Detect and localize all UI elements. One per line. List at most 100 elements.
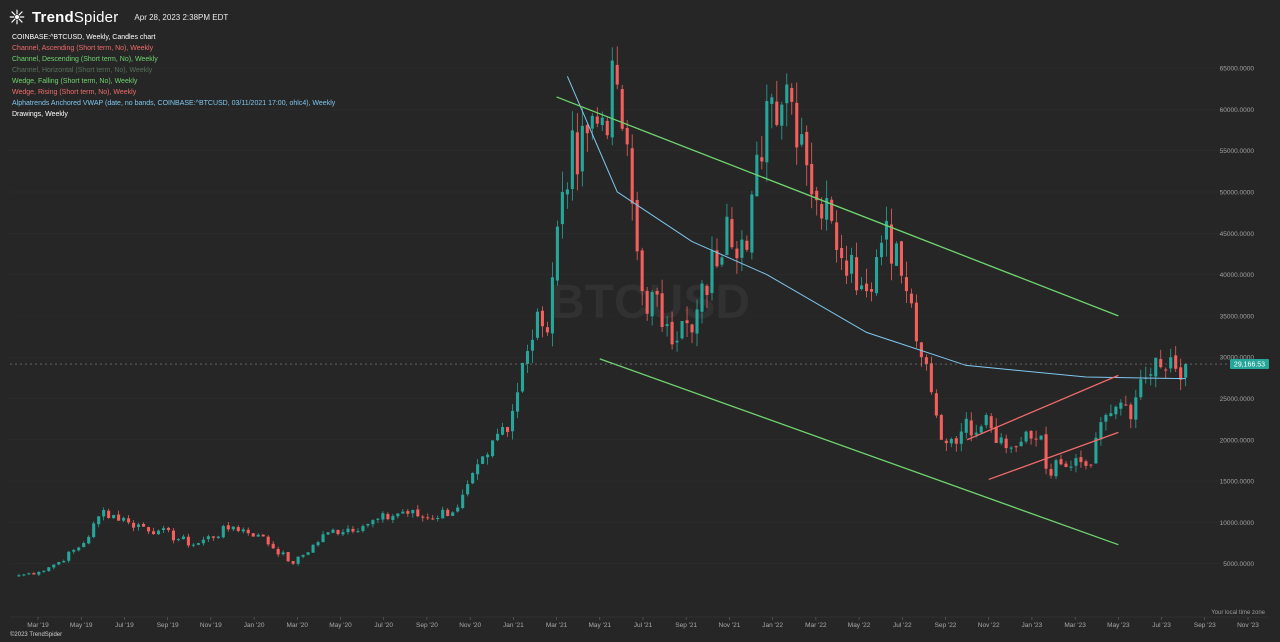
y-tick-label: 55000.0000 bbox=[1220, 148, 1255, 155]
candle-body bbox=[705, 285, 709, 296]
x-tick-label: Mar '23 bbox=[1064, 622, 1086, 629]
candle-body bbox=[1184, 364, 1188, 378]
candle-body bbox=[695, 309, 699, 334]
candle-body bbox=[321, 534, 325, 543]
candle-body bbox=[555, 226, 559, 281]
x-tick-label: Mar '22 bbox=[805, 622, 827, 629]
candle-body bbox=[461, 494, 465, 509]
candle-body bbox=[894, 243, 899, 266]
candle-body bbox=[216, 536, 220, 538]
candle-body bbox=[376, 518, 380, 520]
x-tick-label: Jul '23 bbox=[1152, 622, 1171, 629]
candle-body bbox=[615, 64, 619, 85]
candle-body bbox=[979, 426, 983, 433]
candle-body bbox=[196, 543, 200, 545]
candle-body bbox=[944, 440, 948, 444]
candle-body bbox=[929, 363, 933, 393]
candle-body bbox=[17, 575, 21, 577]
candle-body bbox=[161, 528, 166, 531]
candle-body bbox=[1024, 431, 1028, 442]
candle-body bbox=[600, 117, 604, 126]
x-tick-label: Jan '22 bbox=[762, 622, 783, 629]
brand-name: TrendSpider bbox=[32, 9, 118, 26]
candle-body bbox=[346, 528, 350, 533]
candle-body bbox=[1129, 404, 1133, 420]
x-tick-label: Mar '20 bbox=[287, 622, 309, 629]
candle-body bbox=[1039, 435, 1043, 440]
candle-body bbox=[256, 534, 260, 537]
legend-item[interactable]: COINBASE:^BTCUSD, Weekly, Candles chart bbox=[12, 34, 156, 41]
y-tick-label: 45000.0000 bbox=[1220, 231, 1255, 238]
candle-body bbox=[780, 104, 784, 126]
rising-wedge-lower-line[interactable] bbox=[988, 431, 1119, 481]
candle-body bbox=[191, 544, 195, 546]
candle-body bbox=[605, 120, 609, 136]
x-tick-label: Sep '20 bbox=[416, 622, 438, 629]
candle-body bbox=[640, 250, 644, 292]
candle-body bbox=[1124, 404, 1128, 406]
candle-body bbox=[969, 420, 973, 436]
candle-body bbox=[1154, 357, 1158, 377]
candle-body bbox=[805, 131, 809, 166]
candle-body bbox=[481, 456, 485, 464]
candle-body bbox=[590, 115, 594, 129]
candle-body bbox=[685, 320, 689, 324]
y-tick-label: 25000.0000 bbox=[1220, 396, 1255, 403]
candle-body bbox=[745, 240, 749, 250]
candle-body bbox=[855, 257, 859, 291]
legend-item[interactable]: Wedge, Falling (Short term, No), Weekly bbox=[12, 78, 138, 85]
candle-body bbox=[476, 464, 480, 475]
candle-body bbox=[381, 513, 385, 520]
candle-body bbox=[411, 509, 415, 514]
candle-body bbox=[670, 321, 674, 345]
candle-body bbox=[127, 518, 131, 523]
candle-body bbox=[77, 547, 81, 551]
candle-body bbox=[565, 189, 569, 195]
legend-item[interactable]: Wedge, Rising (Short term, No), Weekly bbox=[12, 89, 137, 96]
trendspider-logo-icon bbox=[9, 9, 25, 25]
candle-body bbox=[879, 242, 884, 258]
candle-body bbox=[700, 283, 704, 312]
candle-body bbox=[1004, 438, 1008, 449]
legend-item[interactable]: Channel, Descending (Short term, No), We… bbox=[12, 56, 158, 63]
candle-body bbox=[795, 102, 799, 148]
candle-body bbox=[994, 426, 998, 443]
candle-body bbox=[914, 302, 918, 342]
candle-body bbox=[1054, 460, 1058, 477]
descending-channel-lower-line[interactable] bbox=[599, 358, 1119, 546]
candle-body bbox=[286, 552, 290, 562]
candle-body bbox=[765, 101, 769, 163]
candle-body bbox=[326, 532, 330, 535]
descending-channel-upper-line[interactable] bbox=[556, 96, 1119, 317]
candle-body bbox=[665, 324, 669, 327]
candle-body bbox=[211, 536, 215, 538]
candle-body bbox=[750, 194, 754, 253]
candle-body bbox=[690, 324, 694, 333]
x-axis: Mar '19 May '19 Jul '19 Sep '19 Nov '19 Jan '… bbox=[10, 616, 1268, 629]
candle-body bbox=[635, 199, 639, 252]
x-tick-label: Sep '22 bbox=[935, 622, 957, 629]
legend-item[interactable]: Alphatrends Anchored VWAP (date, no band… bbox=[12, 100, 336, 107]
candle-body bbox=[850, 255, 854, 274]
y-tick-label: 50000.0000 bbox=[1220, 189, 1255, 196]
rising-wedge-upper-line[interactable] bbox=[966, 374, 1119, 441]
candle-body bbox=[1169, 357, 1173, 369]
candle-body bbox=[112, 514, 116, 519]
candle-body bbox=[620, 89, 624, 129]
candle-body bbox=[909, 293, 913, 304]
y-axis: 5000.0000 10000.0000 15000.0000 20000.0000 2… bbox=[1220, 66, 1255, 569]
legend-item[interactable]: Channel, Horizontal (Short term, No), We… bbox=[12, 67, 153, 74]
candle-body bbox=[840, 247, 844, 259]
legend-item[interactable]: Channel, Ascending (Short term, No), Wee… bbox=[12, 45, 154, 52]
x-tick-label: Jul '19 bbox=[115, 622, 134, 629]
candle-body bbox=[171, 530, 176, 541]
candle-body bbox=[416, 509, 420, 517]
x-tick-label: Sep '21 bbox=[675, 622, 697, 629]
candle-body bbox=[311, 544, 315, 553]
candle-body bbox=[675, 340, 679, 343]
legend-item[interactable]: Drawings, Weekly bbox=[12, 111, 68, 118]
candle-body bbox=[735, 248, 739, 259]
candle-body bbox=[451, 512, 455, 516]
x-tick-label: Sep '19 bbox=[157, 622, 179, 629]
